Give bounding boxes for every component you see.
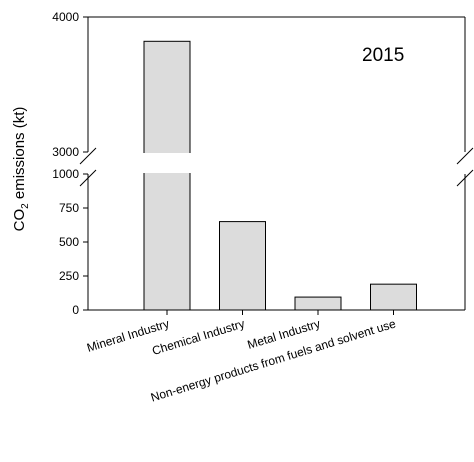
y-tick-label: 1000	[52, 167, 79, 181]
y-tick-label: 750	[59, 201, 79, 215]
y-tick-label: 0	[72, 303, 79, 317]
y-tick-label: 3000	[52, 145, 79, 159]
y-tick-label: 4000	[52, 10, 79, 24]
right-axis-break-mark-lower	[456, 169, 474, 187]
y-axis-label: CO2 emissions (kt)	[11, 107, 31, 232]
bar	[219, 221, 266, 311]
y-axis-label-post: emissions (kt)	[11, 107, 28, 204]
chart-annotation: 2015	[362, 45, 404, 66]
y-tick-label: 500	[59, 235, 79, 249]
y-axis-break-mark-upper	[79, 147, 97, 165]
bar	[294, 296, 342, 311]
right-axis-break-mark-upper	[456, 147, 474, 165]
y-tick-label: 250	[59, 269, 79, 283]
y-axis-label-pre: CO	[11, 209, 28, 232]
y-axis-label-sub: 2	[20, 203, 31, 209]
bar	[143, 40, 191, 311]
bar	[370, 283, 417, 311]
axis-break-gap	[140, 153, 200, 173]
y-axis-break-mark-lower	[79, 169, 97, 187]
